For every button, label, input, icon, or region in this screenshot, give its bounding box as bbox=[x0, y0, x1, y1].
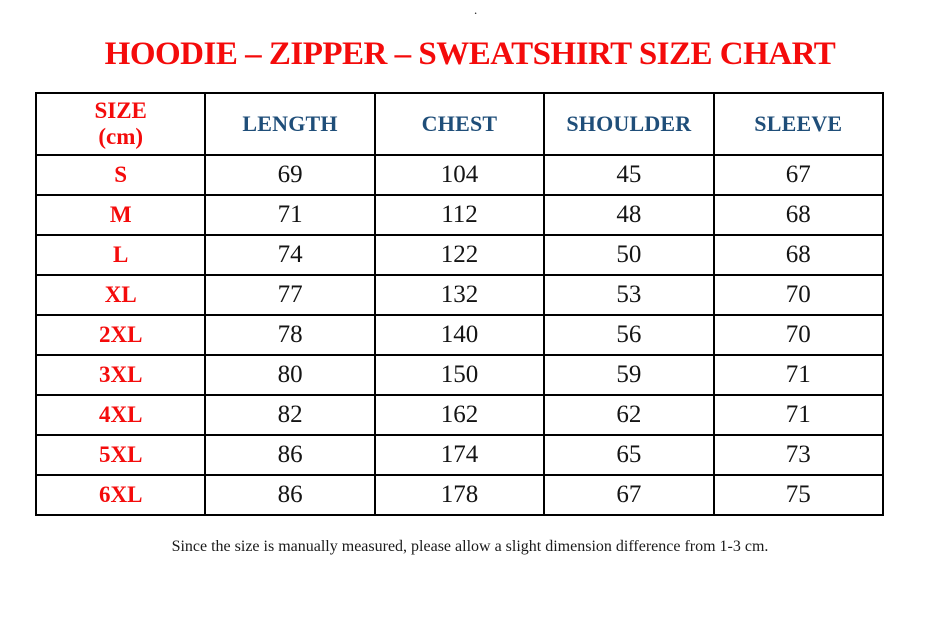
chest-cell: 132 bbox=[373, 274, 546, 316]
chest-cell: 122 bbox=[373, 234, 546, 276]
chest-cell: 104 bbox=[373, 154, 546, 196]
length-cell: 77 bbox=[204, 274, 376, 316]
shoulder-cell: 67 bbox=[543, 474, 715, 516]
length-cell: 82 bbox=[204, 394, 376, 436]
column-header-shoulder: SHOULDER bbox=[543, 92, 715, 156]
sleeve-cell: 70 bbox=[712, 314, 885, 356]
size-header-line1: SIZE bbox=[94, 97, 147, 123]
table-row-5xl: 5XL 86 174 65 73 bbox=[34, 434, 885, 476]
sleeve-cell: 73 bbox=[712, 434, 885, 476]
size-cell: 4XL bbox=[34, 394, 207, 436]
column-header-sleeve: SLEEVE bbox=[712, 92, 885, 156]
stray-dot-mark: . bbox=[474, 2, 478, 17]
size-chart-table: SIZE (cm) LENGTH CHEST SHOULDER SLEEVE S… bbox=[34, 92, 885, 516]
size-cell: L bbox=[34, 234, 207, 276]
shoulder-cell: 48 bbox=[543, 194, 715, 236]
size-cell: M bbox=[34, 194, 207, 236]
length-cell: 71 bbox=[204, 194, 376, 236]
shoulder-cell: 65 bbox=[543, 434, 715, 476]
page-title: HOODIE – ZIPPER – SWEATSHIRT SIZE CHART bbox=[104, 36, 836, 72]
chest-cell: 178 bbox=[373, 474, 546, 516]
sleeve-cell: 68 bbox=[712, 194, 885, 236]
column-header-length: LENGTH bbox=[204, 92, 376, 156]
chest-cell: 112 bbox=[373, 194, 546, 236]
size-column-header: SIZE (cm) bbox=[34, 92, 207, 156]
table-row-l: L 74 122 50 68 bbox=[34, 234, 885, 276]
sleeve-cell: 75 bbox=[712, 474, 885, 516]
size-cell: 5XL bbox=[34, 434, 207, 476]
shoulder-cell: 62 bbox=[543, 394, 715, 436]
table-row-xl: XL 77 132 53 70 bbox=[34, 274, 885, 316]
chest-cell: 174 bbox=[373, 434, 546, 476]
measurement-disclaimer: Since the size is manually measured, ple… bbox=[171, 538, 769, 555]
size-header-line2: (cm) bbox=[98, 124, 144, 149]
sleeve-cell: 70 bbox=[712, 274, 885, 316]
sleeve-cell: 67 bbox=[712, 154, 885, 196]
shoulder-cell: 59 bbox=[543, 354, 715, 396]
sleeve-cell: 71 bbox=[712, 354, 885, 396]
table-row-s: S 69 104 45 67 bbox=[34, 154, 885, 196]
length-cell: 74 bbox=[204, 234, 376, 276]
column-header-chest: CHEST bbox=[373, 92, 546, 156]
chest-cell: 150 bbox=[373, 354, 546, 396]
length-cell: 86 bbox=[204, 474, 376, 516]
length-cell: 78 bbox=[204, 314, 376, 356]
size-cell: 3XL bbox=[34, 354, 207, 396]
size-cell: XL bbox=[34, 274, 207, 316]
table-header-row: SIZE (cm) LENGTH CHEST SHOULDER SLEEVE bbox=[34, 92, 885, 156]
table-row-4xl: 4XL 82 162 62 71 bbox=[34, 394, 885, 436]
shoulder-cell: 50 bbox=[543, 234, 715, 276]
chest-cell: 140 bbox=[373, 314, 546, 356]
table-row-m: M 71 112 48 68 bbox=[34, 194, 885, 236]
length-cell: 80 bbox=[204, 354, 376, 396]
size-cell: S bbox=[34, 154, 207, 196]
chest-cell: 162 bbox=[373, 394, 546, 436]
shoulder-cell: 45 bbox=[543, 154, 715, 196]
length-cell: 86 bbox=[204, 434, 376, 476]
shoulder-cell: 56 bbox=[543, 314, 715, 356]
sleeve-cell: 71 bbox=[712, 394, 885, 436]
size-cell: 2XL bbox=[34, 314, 207, 356]
table-row-6xl: 6XL 86 178 67 75 bbox=[34, 474, 885, 516]
size-cell: 6XL bbox=[34, 474, 207, 516]
length-cell: 69 bbox=[204, 154, 376, 196]
table-row-2xl: 2XL 78 140 56 70 bbox=[34, 314, 885, 356]
shoulder-cell: 53 bbox=[543, 274, 715, 316]
sleeve-cell: 68 bbox=[712, 234, 885, 276]
table-row-3xl: 3XL 80 150 59 71 bbox=[34, 354, 885, 396]
